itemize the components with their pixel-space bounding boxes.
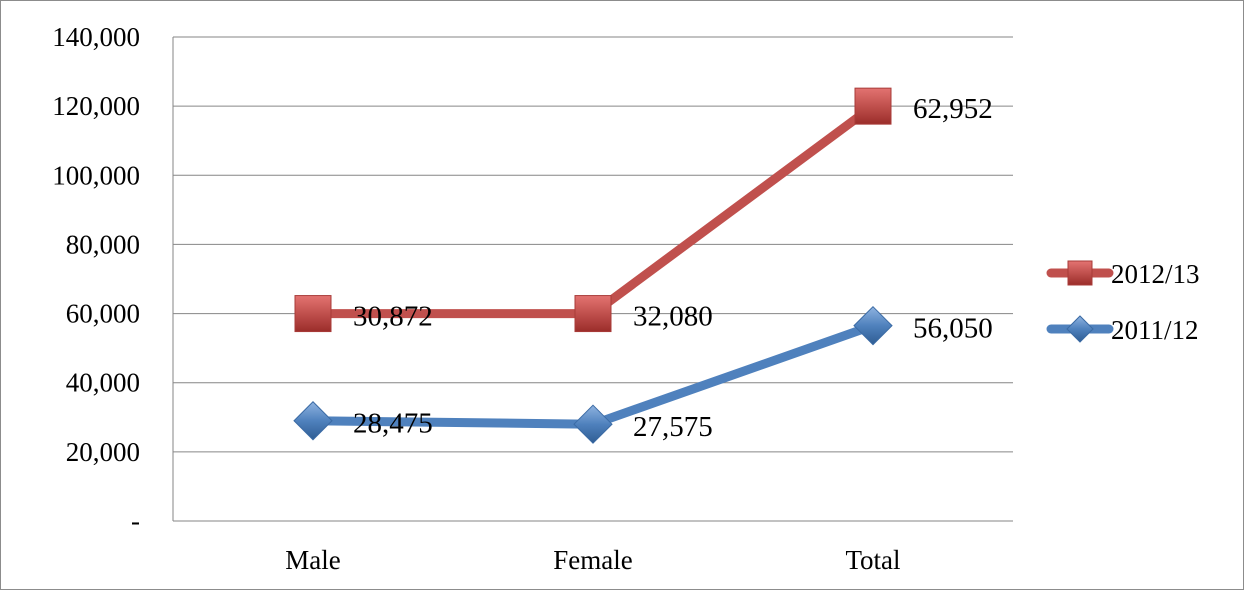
data-point-marker [294, 295, 332, 333]
data-label: 32,080 [633, 301, 713, 333]
data-label: 28,475 [353, 408, 433, 440]
y-tick-label: 40,000 [66, 368, 140, 398]
data-label: 62,952 [913, 93, 993, 125]
legend-marker [1067, 260, 1093, 286]
data-label: 30,872 [353, 301, 433, 333]
legend-label: 2012/13 [1111, 259, 1200, 289]
y-tick-label: 140,000 [52, 22, 140, 52]
series-line [308, 101, 878, 319]
series-markers [293, 87, 893, 444]
data-labels: 30,872 32,080 62,952 28,475 27,575 56,050 [353, 93, 993, 443]
y-tick-label: 60,000 [66, 299, 140, 329]
y-tick-label: 80,000 [66, 229, 140, 259]
data-label: 27,575 [633, 411, 713, 443]
data-point-marker [853, 305, 893, 346]
data-label: 56,050 [913, 313, 993, 345]
y-tick-label: 120,000 [52, 91, 140, 121]
data-point-marker [854, 87, 892, 125]
x-tick-label: Total [845, 545, 900, 575]
series-lines [308, 101, 878, 429]
x-tick-label: Male [285, 545, 340, 575]
x-tick-label: Female [553, 545, 632, 575]
legend-marker [1066, 315, 1094, 343]
legend-label: 2011/12 [1111, 315, 1199, 345]
legend: 2012/13 2011/12 [1046, 259, 1200, 345]
data-point-marker [293, 401, 333, 441]
data-point-marker [574, 295, 612, 333]
y-tick-label: - [131, 506, 140, 536]
y-tick-label: 20,000 [66, 437, 140, 467]
axes: - 20,000 40,000 60,000 80,000 100,000 120,000 1… [52, 22, 1013, 575]
data-point-marker [573, 404, 613, 444]
y-tick-label: 100,000 [52, 160, 140, 190]
